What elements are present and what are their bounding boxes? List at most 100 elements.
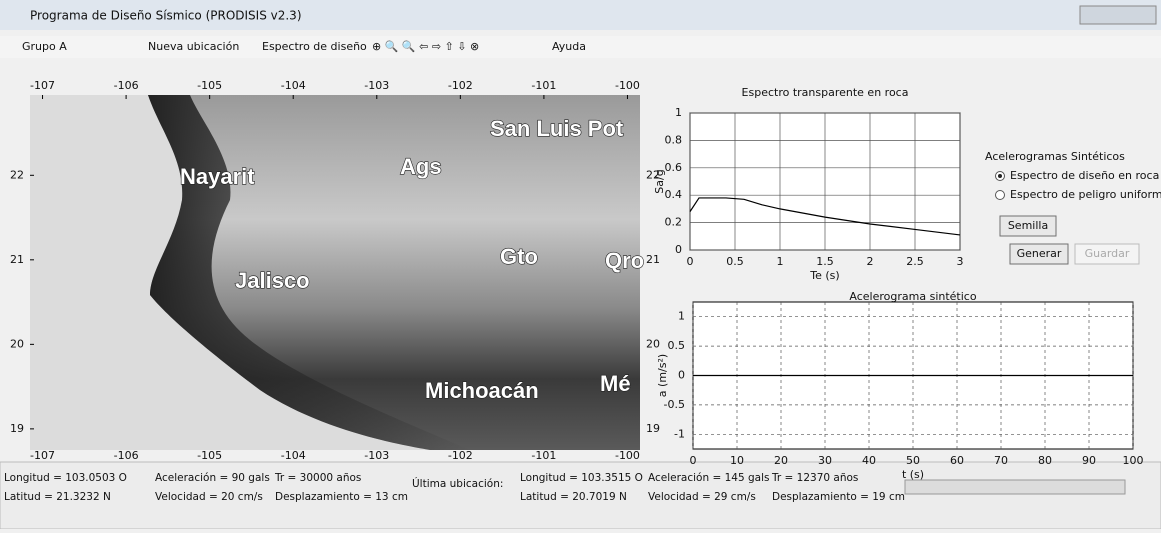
y-tick-label: 0 (675, 243, 682, 256)
data-line (689, 197, 961, 236)
x-tick-label: 10 (730, 454, 744, 467)
place-label: Mé (600, 371, 631, 396)
x-tick-label: 1.5 (816, 255, 834, 268)
map-y-tick-label: 19 (646, 422, 660, 435)
y-tick-label: 0.6 (665, 161, 683, 174)
y-axis-label: Sa/g (653, 169, 666, 193)
y-tick-label: -1 (674, 427, 685, 440)
x-tick-label: 60 (950, 454, 964, 467)
chart-title: Acelerograma sintético (849, 290, 976, 303)
window-title: Programa de Diseño Sísmico (PRODISIS v2.… (30, 9, 302, 23)
button-label[interactable]: Semilla (1008, 219, 1048, 232)
x-tick-label: 20 (774, 454, 788, 467)
place-label: San Luis Pot (490, 116, 624, 141)
title-bar (0, 0, 1161, 30)
x-tick-label: 3 (957, 255, 964, 268)
x-tick-label: 1 (777, 255, 784, 268)
button[interactable] (1009, 243, 1069, 265)
button-label[interactable]: Generar (1017, 247, 1062, 260)
status-field: Latitud = 20.7019 N (520, 491, 627, 503)
map-y-tick-label: 21 (10, 253, 24, 266)
radio-button[interactable] (995, 190, 1005, 200)
map-x-tick-label: -105 (197, 449, 222, 462)
place-label: Ags (400, 154, 442, 179)
x-axis-label: t (s) (902, 468, 924, 481)
map-y-tick-label: 19 (10, 422, 24, 435)
status-field: Tr = 12370 años (771, 472, 858, 484)
button[interactable] (999, 215, 1057, 237)
radio-label[interactable]: Espectro de peligro uniforme (1010, 188, 1161, 201)
place-label: Gto (500, 244, 538, 269)
map-x-tick-label: -104 (281, 79, 306, 92)
toolbar-item[interactable]: Ayuda (552, 40, 586, 53)
sea (30, 95, 430, 450)
x-tick-label: 0 (690, 454, 697, 467)
map-x-tick-label: -107 (30, 449, 55, 462)
x-tick-label: 50 (906, 454, 920, 467)
map-y-tick-label: 20 (646, 337, 660, 350)
status-field: Longitud = 103.3515 O (520, 472, 643, 484)
map-y-tick-label: 22 (10, 168, 24, 181)
map-x-tick-label: -105 (197, 79, 222, 92)
map-x-tick-label: -103 (364, 449, 389, 462)
button-label: Guardar (1085, 247, 1130, 260)
status-label: Última ubicación: (412, 477, 503, 490)
radio-label[interactable]: Espectro de diseño en roca (1010, 169, 1159, 182)
toolbar-item[interactable]: Nueva ubicación (148, 40, 239, 53)
x-tick-label: 90 (1082, 454, 1096, 467)
status-field: Desplazamiento = 13 cm (275, 491, 408, 503)
x-tick-label: 0.5 (726, 255, 744, 268)
status-field: Aceleración = 145 gals (648, 472, 769, 484)
x-tick-label: 0 (687, 255, 694, 268)
radio-checked (998, 174, 1002, 178)
map-x-tick-label: -101 (531, 449, 556, 462)
x-tick-label: 30 (818, 454, 832, 467)
y-tick-label: 1 (675, 106, 682, 119)
button-disabled (1074, 243, 1140, 265)
place-label: Michoacán (425, 378, 539, 403)
toolbar-icons[interactable]: ⊕ 🔍 🔍 ⇦ ⇨ ⇧ ⇩ ⊗ (372, 39, 479, 53)
status-field: Tr = 30000 años (274, 472, 361, 484)
map-x-tick-label: -107 (30, 79, 55, 92)
group-selector[interactable]: Grupo A (22, 40, 67, 53)
x-tick-label: 2 (867, 255, 874, 268)
y-tick-label: -0.5 (664, 398, 685, 411)
map-x-tick-label: -102 (448, 79, 473, 92)
status-field: Aceleración = 90 gals (155, 472, 270, 484)
map-x-tick-label: -104 (281, 449, 306, 462)
map-x-tick-label: -102 (448, 449, 473, 462)
place-label: Nayarit (180, 164, 255, 189)
status-field: Desplazamiento = 19 cm (772, 491, 905, 503)
status-field: Velocidad = 20 cm/s (155, 491, 263, 503)
status-field: Velocidad = 29 cm/s (648, 491, 756, 503)
map-x-tick-label: -103 (364, 79, 389, 92)
y-tick-label: 0.4 (665, 188, 683, 201)
toolbar (0, 36, 1161, 58)
map-y-tick-label: 22 (646, 168, 660, 181)
status-field: Longitud = 103.0503 O (4, 472, 127, 484)
map-y-tick-label: 21 (646, 253, 660, 266)
y-tick-label: 0.8 (665, 133, 683, 146)
chart-title: Espectro transparente en roca (742, 86, 909, 99)
toolbar-item[interactable]: Espectro de diseño (262, 40, 367, 53)
map-y-tick-label: 20 (10, 337, 24, 350)
x-tick-label: 80 (1038, 454, 1052, 467)
map-x-tick-label: -101 (531, 79, 556, 92)
map-x-tick-label: -100 (615, 449, 640, 462)
x-tick-label: 2.5 (906, 255, 924, 268)
progress-bar (904, 479, 1126, 495)
status-field: Latitud = 21.3232 N (4, 491, 111, 503)
place-label: Jalisco (235, 268, 310, 293)
map-x-tick-label: -106 (114, 449, 139, 462)
x-tick-label: 40 (862, 454, 876, 467)
x-tick-label: 70 (994, 454, 1008, 467)
x-axis-label: Te (s) (809, 269, 839, 282)
window-controls[interactable] (1079, 5, 1157, 25)
y-axis-label: a (m/s²) (656, 354, 669, 397)
y-tick-label: 1 (678, 310, 685, 323)
panel-title: Acelerogramas Sintéticos (985, 150, 1125, 163)
x-tick-label: 100 (1123, 454, 1144, 467)
map-x-tick-label: -100 (615, 79, 640, 92)
